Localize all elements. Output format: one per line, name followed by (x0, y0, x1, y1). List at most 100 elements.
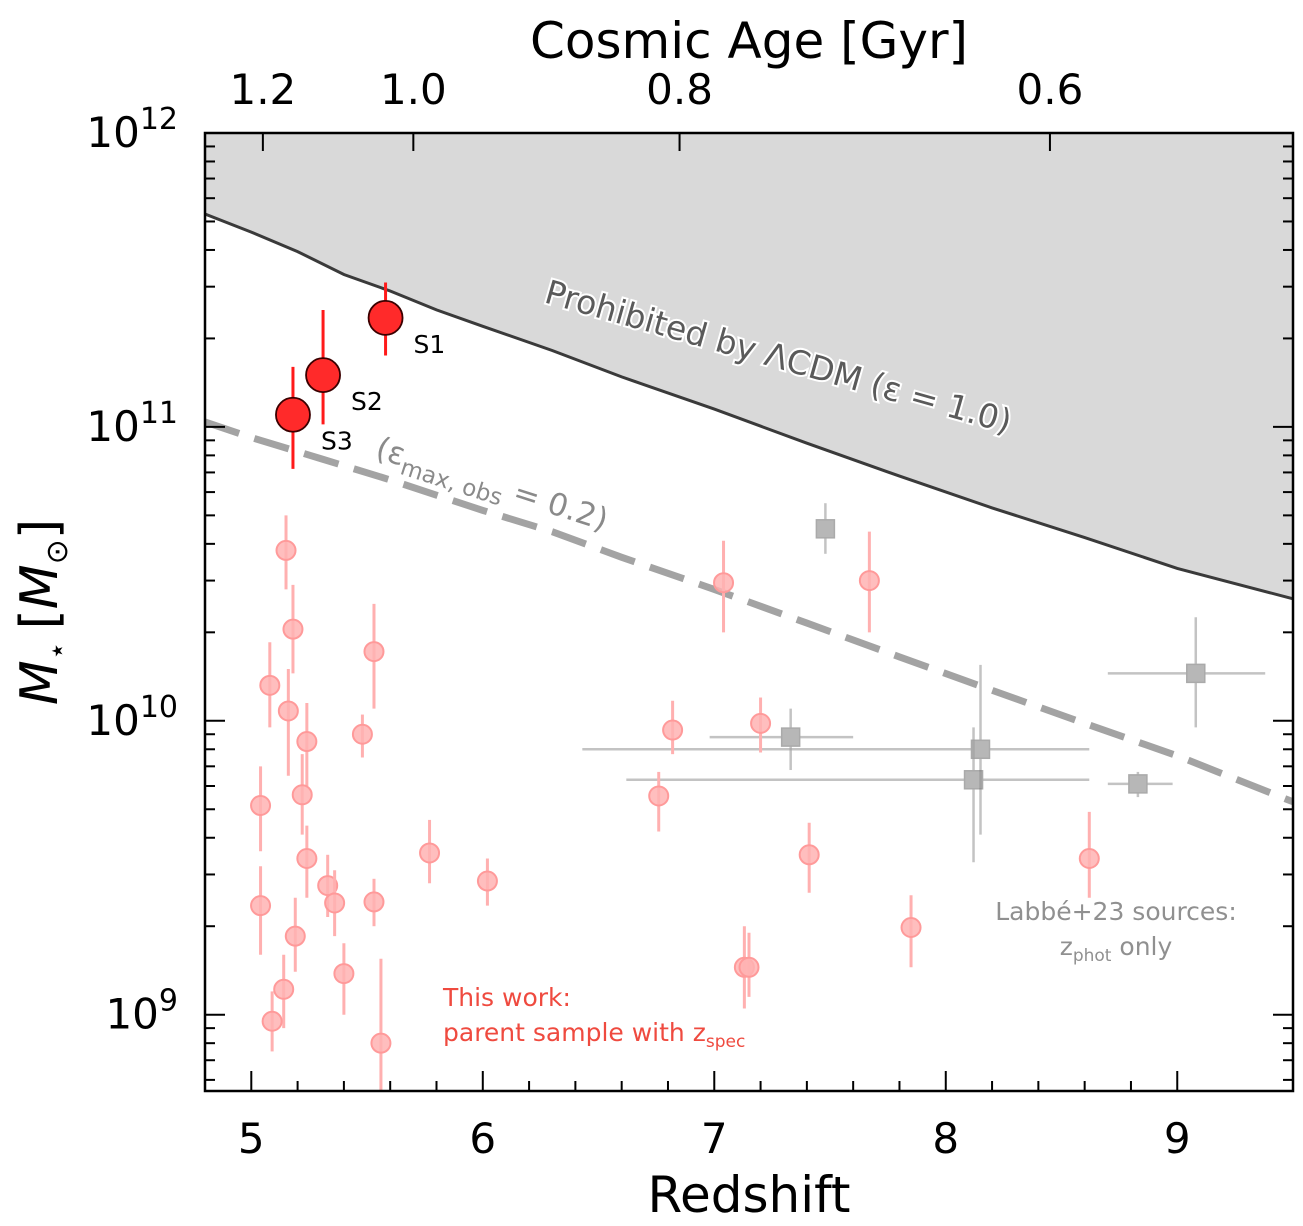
parent-marker (713, 572, 735, 594)
parent-point-29 (900, 895, 922, 968)
source-label-s2-part: S2 (351, 387, 383, 416)
labbe-legend-line2-part: phot (1073, 946, 1112, 966)
parent-point-3 (277, 669, 299, 776)
top-axis-label: Cosmic Age [Gyr] (530, 12, 968, 70)
source-label-s3-part: S3 (321, 427, 353, 456)
parent-marker (363, 641, 385, 663)
parent-point-30 (1078, 811, 1100, 898)
y-tick-label: 1012 (86, 102, 178, 157)
parent-marker (291, 784, 313, 806)
top-tick-label-part: 0.6 (1017, 65, 1084, 114)
parent-point-2 (259, 642, 281, 728)
parent-marker (648, 785, 670, 807)
labbe-source-0 (815, 503, 836, 554)
parent-point-12 (333, 943, 355, 1015)
x-tick-label-part: 5 (238, 1114, 265, 1163)
y-tick-label-part: 10 (86, 696, 139, 745)
top-tick-label: 0.8 (646, 65, 713, 114)
parent-marker (273, 978, 295, 1000)
parent-point-20 (476, 858, 498, 906)
obs-limit-dashed-line (205, 418, 1293, 806)
prohibited-region (205, 133, 1293, 599)
y-tick-label-part: 11 (140, 396, 178, 431)
y-tick-label: 109 (105, 984, 178, 1039)
parent-point-13 (273, 954, 295, 1029)
labbe-marker (780, 727, 801, 747)
labbe-source-3 (626, 727, 1090, 863)
y-tick-label-part: 10 (86, 108, 139, 157)
y-tick-label-part: 10 (105, 990, 158, 1039)
x-tick-label-part: 6 (469, 1114, 496, 1163)
y-tick-label-part: 12 (140, 102, 178, 137)
parent-point-7 (296, 825, 318, 898)
parent-legend-line2: parent sample with zspec (443, 1018, 745, 1052)
y-axis-label-part: ] (10, 519, 70, 539)
parent-point-27 (798, 822, 820, 893)
y-axis-label-part: M (10, 660, 70, 705)
parent-point-17 (363, 878, 385, 927)
obs-limit-label-part: max, obs (397, 454, 505, 511)
parent-marker (750, 712, 772, 734)
parent-legend-line2-part: parent sample with z (443, 1018, 706, 1047)
top-axis-label-part: Cosmic Age [Gyr] (530, 12, 968, 70)
labbe-marker (1128, 774, 1148, 794)
parent-marker (351, 723, 373, 745)
labbe-legend-line2-part: only (1111, 932, 1172, 961)
parent-point-6 (250, 766, 272, 852)
parent-point-11 (284, 897, 306, 972)
parent-marker (333, 963, 355, 985)
x-tick-label-part: 7 (701, 1114, 728, 1163)
labbe-source-4 (1107, 771, 1173, 798)
top-tick-label-part: 0.8 (646, 65, 713, 114)
x-axis-label: Redshift (648, 1166, 851, 1222)
parent-point-0 (275, 515, 297, 590)
parent-marker (324, 892, 346, 914)
x-axis-label-part: Redshift (648, 1166, 851, 1222)
labbe-source-2 (582, 664, 1090, 835)
source-marker (367, 299, 404, 336)
y-axis-label-part: M (10, 564, 70, 609)
source-label-s2: S2 (351, 387, 383, 416)
x-tick-label: 5 (238, 1114, 265, 1163)
x-tick-label-part: 8 (932, 1114, 959, 1163)
parent-marker (250, 895, 272, 917)
parent-marker (419, 842, 441, 864)
parent-marker (284, 925, 306, 947)
parent-marker (476, 870, 498, 892)
parent-marker (317, 875, 339, 897)
parent-point-9 (324, 870, 346, 937)
y-axis-label: M⋆[M⊙] (10, 519, 75, 705)
parent-point-15 (351, 714, 373, 758)
top-tick-label: 1.2 (229, 65, 296, 114)
parent-point-10 (250, 866, 272, 955)
parent-marker (261, 1010, 283, 1032)
parent-marker (662, 719, 684, 741)
parent-marker (900, 917, 922, 939)
parent-marker (296, 847, 318, 869)
x-tick-label: 9 (1164, 1114, 1191, 1163)
parent-point-19 (419, 819, 441, 884)
parent-marker (363, 891, 385, 913)
parent-marker (738, 956, 760, 978)
source-s3 (275, 366, 311, 469)
source-label-s1: S1 (414, 330, 446, 359)
parent-point-25 (738, 932, 760, 997)
parent-point-1 (282, 584, 304, 674)
labbe-source-5 (1107, 617, 1266, 728)
source-s1 (367, 282, 404, 356)
parent-marker (798, 844, 820, 866)
x-tick-label: 7 (701, 1114, 728, 1163)
parent-marker (296, 731, 318, 753)
parent-point-16 (363, 603, 385, 709)
parent-marker (275, 539, 297, 561)
labbe-legend-line2-part: z (1060, 932, 1073, 961)
parent-point-26 (750, 697, 772, 753)
parent-point-14 (261, 991, 283, 1052)
y-tick-label-part: 10 (140, 690, 178, 725)
labbe-legend-line2: zphot only (1060, 932, 1173, 966)
obs-limit-label-part: = 0.2) (499, 471, 612, 538)
parent-point-21 (648, 771, 670, 832)
x-tick-label-part: 9 (1164, 1114, 1191, 1163)
parent-point-5 (291, 754, 313, 835)
